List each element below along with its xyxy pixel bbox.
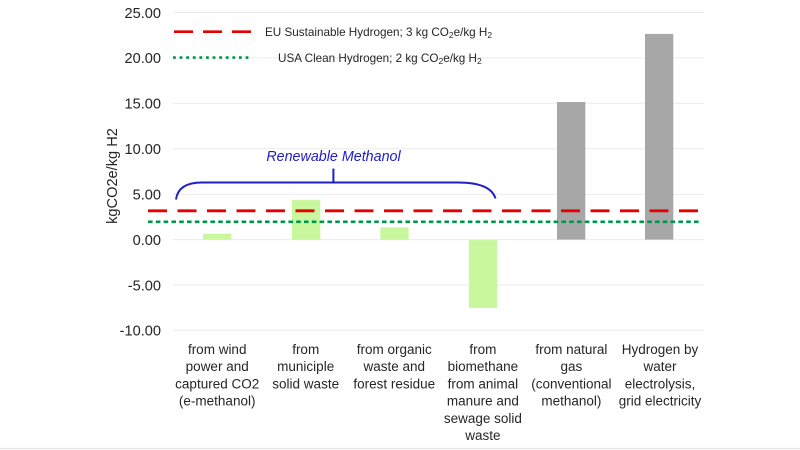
svg-text:0.00: 0.00	[133, 233, 161, 249]
svg-text:5.00: 5.00	[133, 188, 161, 204]
svg-text:20.00: 20.00	[124, 51, 161, 67]
svg-text:USA Clean Hydrogen; 2 kg CO2e/: USA Clean Hydrogen; 2 kg CO2e/kg H2	[278, 52, 482, 66]
svg-text:25.00: 25.00	[124, 6, 161, 22]
svg-text:-10.00: -10.00	[120, 324, 161, 340]
svg-text:15.00: 15.00	[124, 97, 161, 113]
svg-text:kgCO2e/kg H2: kgCO2e/kg H2	[105, 128, 121, 224]
svg-text:-5.00: -5.00	[128, 278, 161, 294]
svg-text:Renewable Methanol: Renewable Methanol	[266, 149, 401, 165]
svg-text:10.00: 10.00	[124, 142, 161, 158]
svg-text:EU Sustainable Hydrogen; 3 kg: EU Sustainable Hydrogen; 3 kg CO2e/kg H2	[265, 26, 492, 40]
